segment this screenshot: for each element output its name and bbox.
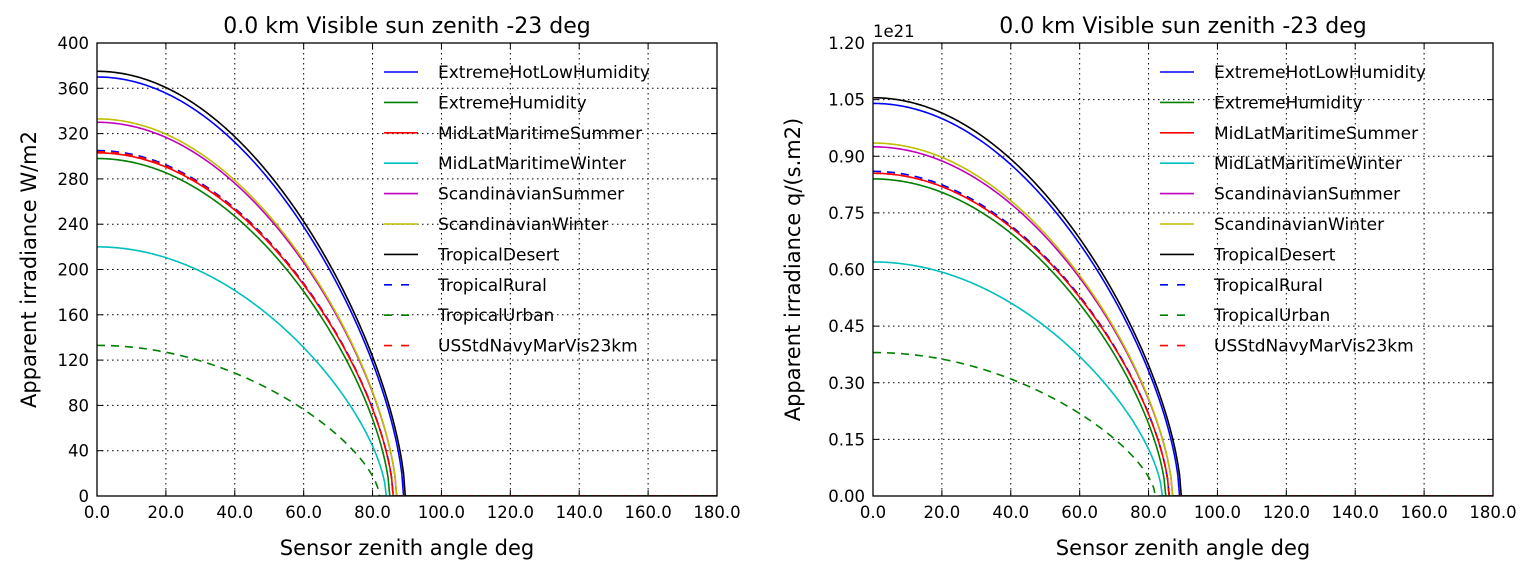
chart-panel-1: 0.0 20.0 40.0 60.0 80.0 100.0 120.0 140.0 160.0 1… (17, 14, 741, 560)
x-tick-label: 0.0 (84, 503, 110, 522)
series-line-6 (97, 118, 717, 496)
x-tick-label: 0.0 (860, 503, 886, 522)
series-line-8 (873, 170, 1493, 496)
legend-label: ExtremeHumidity (1214, 93, 1363, 113)
x-tick-label: 160.0 (1400, 503, 1447, 522)
legend-label: USStdNavyMarVis23km (1214, 337, 1414, 357)
series-line-4 (873, 261, 1493, 496)
series-line-9 (873, 351, 1493, 496)
x-tick-label: 80.0 (1130, 503, 1167, 522)
y-tick-label: 0.75 (828, 204, 865, 223)
series-line-10 (873, 172, 1493, 496)
x-tick-label: 160.0 (624, 503, 671, 522)
x-tick-label: 60.0 (1061, 503, 1098, 522)
y-tick-label: 1.20 (828, 34, 865, 53)
legend-label: MidLatMaritimeWinter (1214, 154, 1402, 174)
y-tick-label: 400 (58, 34, 90, 53)
x-tick-label: 20.0 (148, 503, 185, 522)
legend-label: ExtremeHotLowHumidity (438, 63, 650, 83)
x-tick-label: 180.0 (1469, 503, 1516, 522)
y-tick-label: 120 (58, 351, 90, 370)
x-tick-label: 20.0 (924, 503, 961, 522)
axes-frame (872, 42, 1494, 497)
legend-label: TropicalRural (1213, 276, 1323, 296)
legend-label: TropicalDesert (437, 245, 560, 265)
y-tick-label: 0.45 (828, 317, 865, 336)
series-line-3 (97, 152, 717, 496)
legend-label: ScandinavianWinter (438, 215, 608, 235)
legend-label: MidLatMaritimeWinter (438, 154, 626, 174)
y-tick-label: 280 (58, 170, 90, 189)
y-tick-label: 80 (68, 396, 89, 415)
x-tick-label: 140.0 (556, 503, 603, 522)
y-axis-label: Apparent irradiance q/(s.m2) (781, 118, 805, 422)
x-axis-label: Sensor zenith angle deg (280, 536, 534, 560)
x-tick-label: 100.0 (1194, 503, 1241, 522)
x-tick-label: 80.0 (354, 503, 391, 522)
series-line-9 (97, 344, 717, 496)
legend-label: ExtremeHotLowHumidity (1214, 63, 1426, 83)
series-line-7 (97, 70, 717, 496)
axes-frame (96, 42, 718, 497)
y-tick-label: 240 (58, 215, 90, 234)
x-axis-label: Sensor zenith angle deg (1056, 536, 1310, 560)
x-tick-label: 100.0 (418, 503, 465, 522)
legend-label: MidLatMaritimeSummer (1214, 124, 1418, 144)
series-line-2 (873, 178, 1493, 496)
series-line-2 (97, 157, 717, 496)
x-tick-label: 60.0 (285, 503, 322, 522)
series-line-3 (873, 172, 1493, 496)
y-tick-label: 40 (68, 442, 89, 461)
chart-title: 0.0 km Visible sun zenith -23 deg (999, 14, 1366, 39)
legend-label: MidLatMaritimeSummer (438, 124, 642, 144)
legend-label: TropicalDesert (1213, 245, 1336, 265)
chart-title: 0.0 km Visible sun zenith -23 deg (223, 14, 590, 39)
y-offset-label: 1e21 (873, 22, 915, 41)
legend-label: TropicalRural (437, 276, 547, 296)
series-line-6 (873, 142, 1493, 496)
legend-label: ScandinavianWinter (1214, 215, 1384, 235)
y-tick-label: 0 (79, 487, 90, 506)
x-tick-label: 40.0 (992, 503, 1029, 522)
legend-label: ScandinavianSummer (1214, 185, 1400, 205)
legend-label: USStdNavyMarVis23km (438, 337, 638, 357)
y-tick-label: 360 (58, 79, 90, 98)
x-tick-label: 40.0 (216, 503, 253, 522)
x-tick-label: 120.0 (487, 503, 534, 522)
chart-panel-2: 0.0 20.0 40.0 60.0 80.0 100.0 120.0 140.0 160.0 1… (781, 14, 1517, 560)
y-tick-label: 1.05 (828, 91, 865, 110)
y-tick-label: 320 (58, 125, 90, 144)
legend-label: ScandinavianSummer (438, 185, 624, 205)
x-tick-label: 140.0 (1332, 503, 1379, 522)
legend-label: TropicalUrban (437, 306, 554, 326)
legend-label: TropicalUrban (1213, 306, 1330, 326)
y-tick-label: 200 (58, 261, 90, 280)
y-tick-label: 0.60 (828, 261, 865, 280)
y-tick-label: 0.90 (828, 147, 865, 166)
x-tick-label: 120.0 (1263, 503, 1310, 522)
x-tick-label: 180.0 (693, 503, 740, 522)
y-tick-label: 0.15 (828, 430, 865, 449)
y-axis-label: Apparent irradiance W/m2 (17, 131, 41, 408)
legend-label: ExtremeHumidity (438, 93, 587, 113)
series-line-4 (97, 246, 717, 496)
y-tick-label: 0.00 (828, 487, 865, 506)
series-line-1 (97, 76, 717, 496)
series-line-7 (873, 96, 1493, 496)
y-tick-label: 0.30 (828, 374, 865, 393)
series-line-1 (873, 102, 1493, 496)
y-tick-label: 160 (58, 306, 90, 325)
